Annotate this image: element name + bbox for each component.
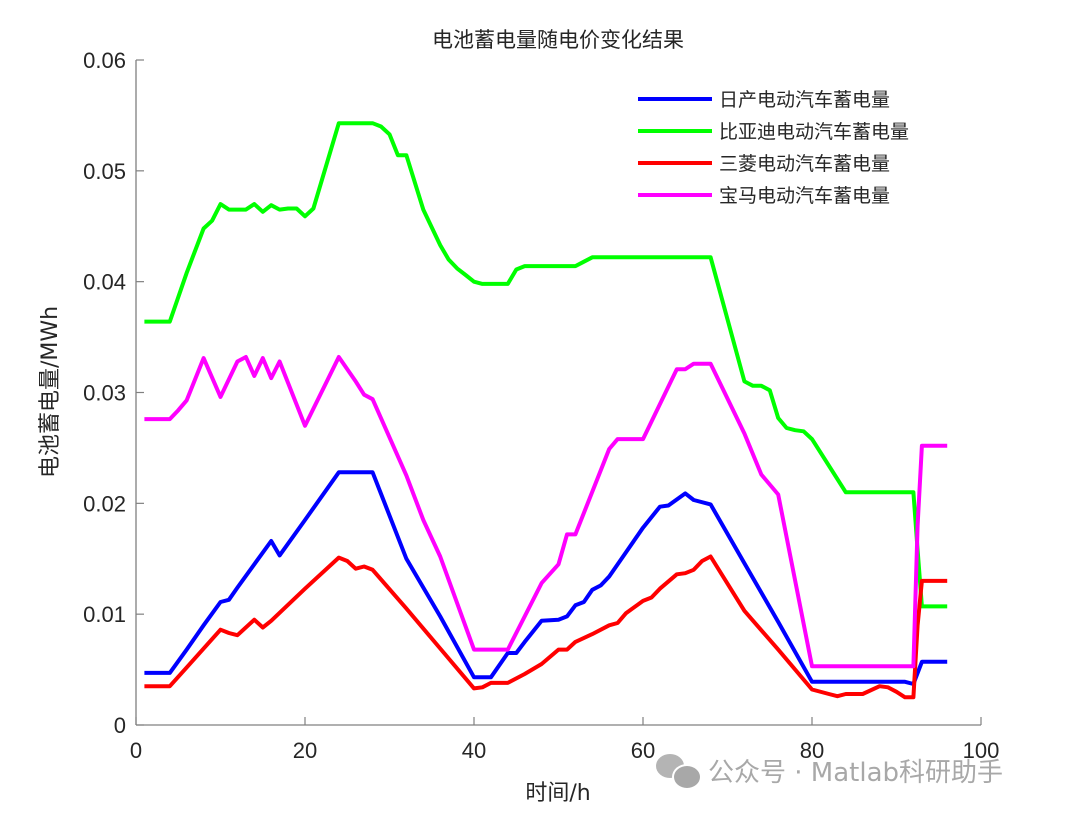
chart-title: 电池蓄电量随电价变化结果 [432,28,684,52]
y-tick-label: 0.01 [83,602,126,627]
x-axis-label: 时间/h [525,781,590,806]
x-tick-label: 60 [631,738,655,763]
watermark-text: 公众号 · Matlab科研助手 [708,758,1004,788]
legend-label: 比亚迪电动汽车蓄电量 [719,121,909,143]
y-tick-label: 0.04 [83,270,126,295]
y-tick-label: 0.06 [83,48,126,73]
wechat-icon [656,753,702,790]
legend-label: 宝马电动汽车蓄电量 [719,185,890,207]
x-tick-label: 0 [130,738,142,763]
y-tick-label: 0 [114,713,126,738]
y-tick-label: 0.05 [83,159,126,184]
series-line [144,470,948,686]
x-tick-label: 100 [963,738,1000,763]
legend-label: 三菱电动汽车蓄电量 [719,153,890,175]
series-line [144,355,948,669]
x-tick-label: 80 [800,738,824,763]
series-line [144,121,948,609]
legend-label: 日产电动汽车蓄电量 [719,89,890,111]
watermark: 公众号 · Matlab科研助手 [656,752,1004,790]
plot-lines [144,121,948,700]
axes: 0 0.01 0.02 0.03 0.04 0.05 0.06 0 20 40 60 80 100 [83,48,999,763]
y-tick-label: 0.02 [83,491,126,516]
y-tick-label: 0.03 [83,381,126,406]
x-tick-label: 20 [293,738,317,763]
y-axis-label: 电池蓄电量/MWh [38,306,63,478]
x-tick-label: 40 [462,738,486,763]
series-line [144,554,948,700]
